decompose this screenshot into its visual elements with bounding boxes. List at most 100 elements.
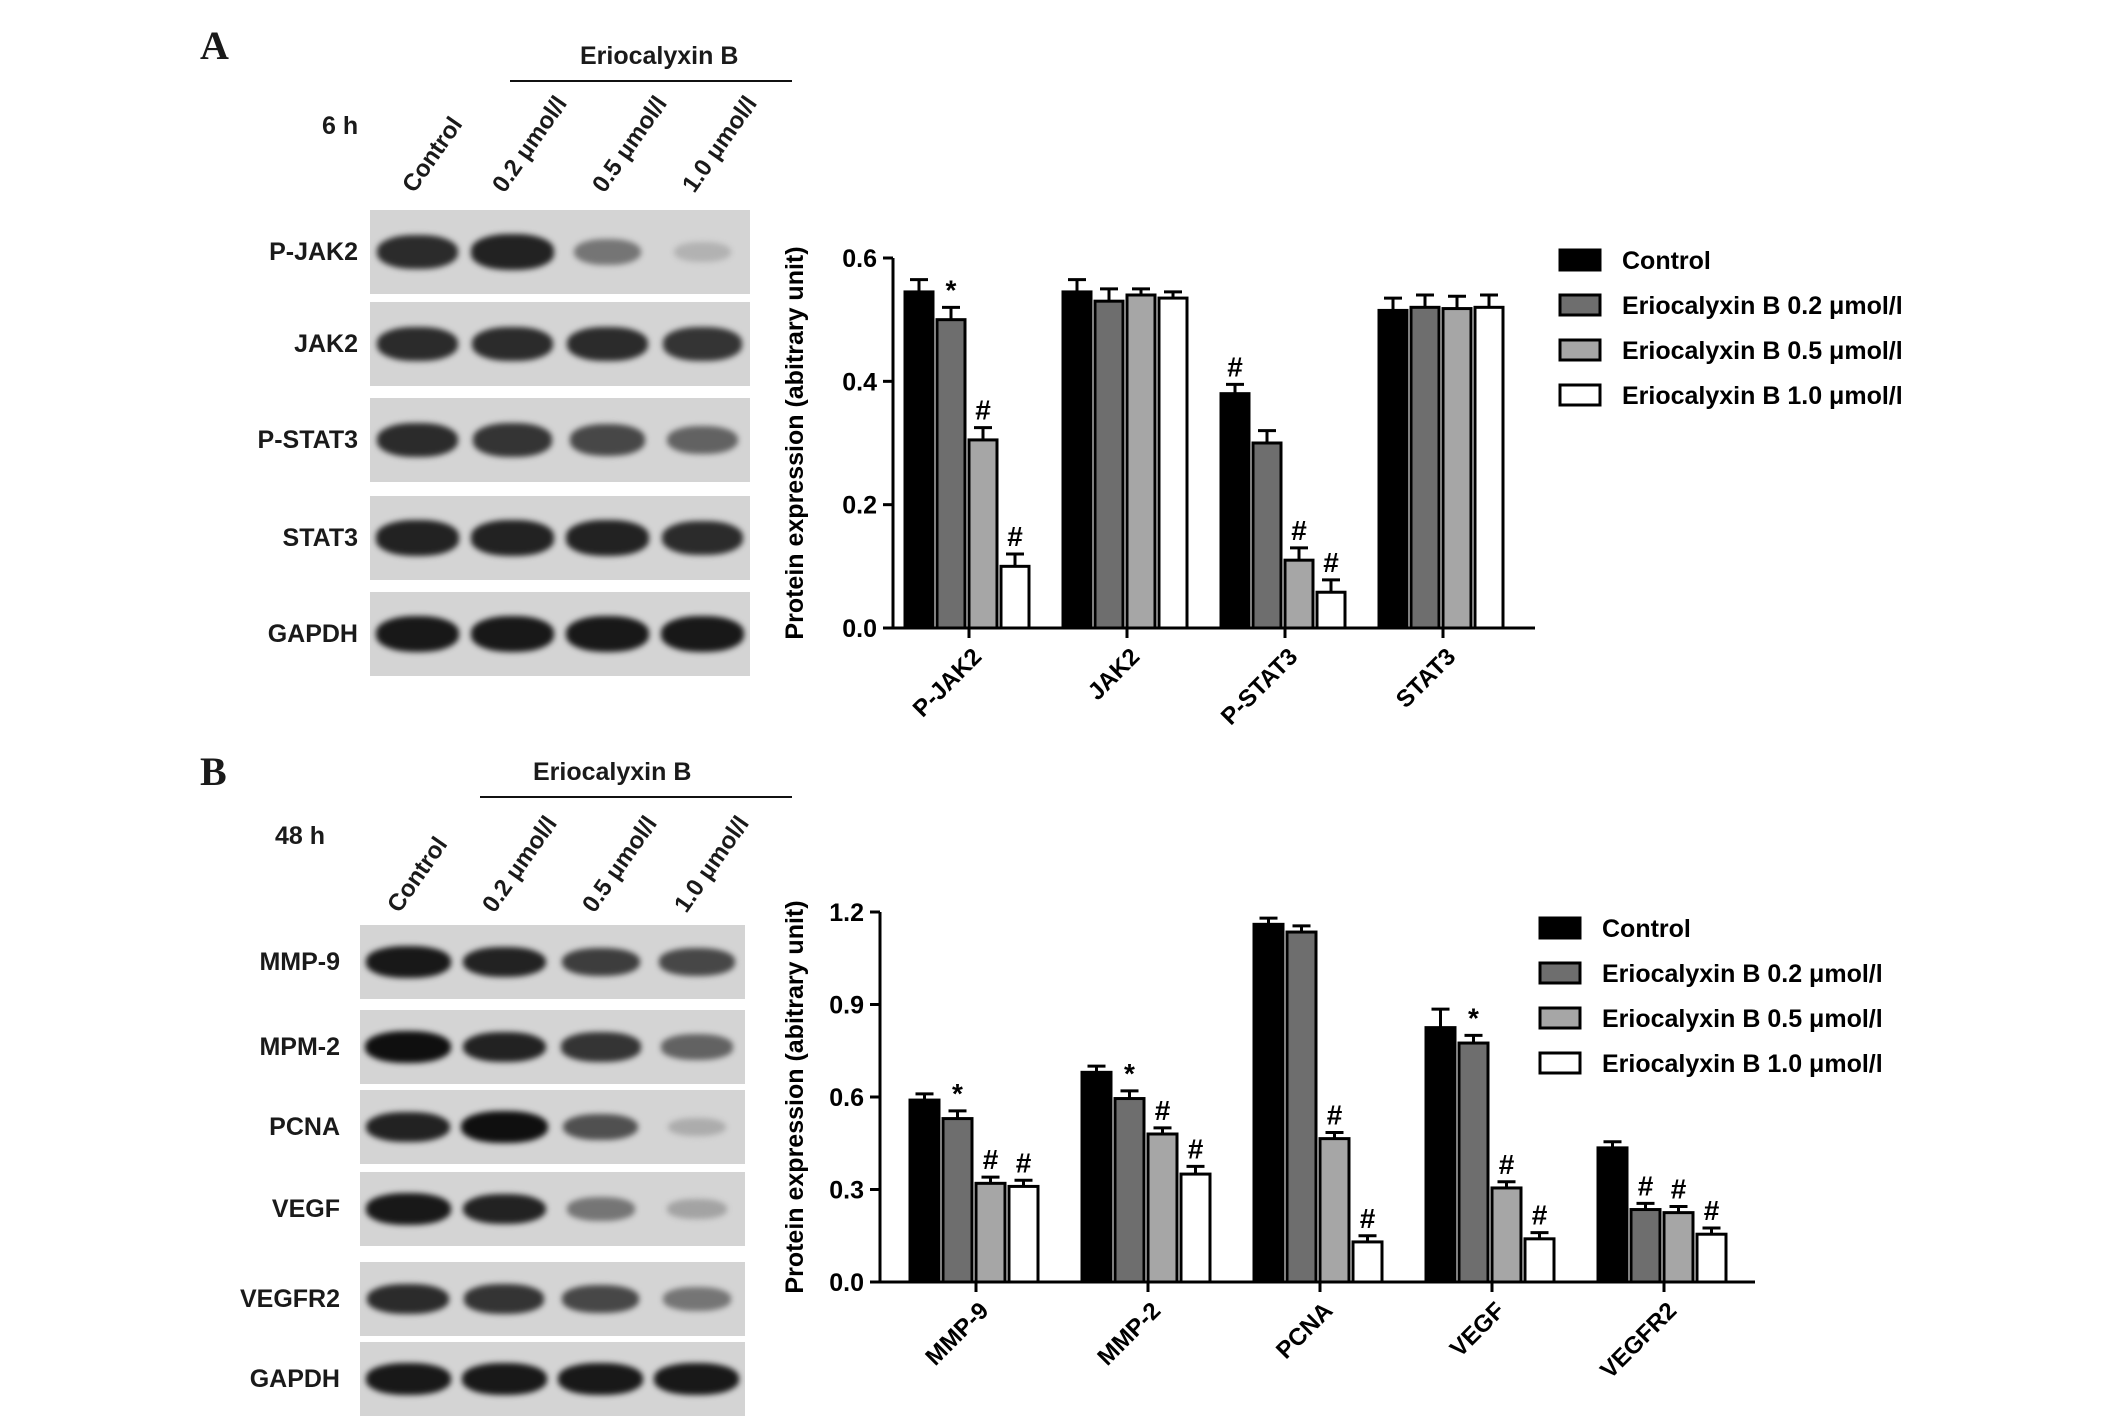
bar (1523, 1237, 1556, 1284)
treatment-line-b (480, 796, 792, 798)
x-tick-label: MMP-2 (1092, 1297, 1166, 1371)
bar (1662, 1211, 1695, 1284)
blot-band (365, 946, 451, 978)
y-tick-label: 0.0 (842, 615, 877, 643)
significance-mark: # (1323, 547, 1339, 578)
bar (941, 1117, 974, 1284)
legend-label: Eriocalyxin B 1.0 μmol/l (1602, 1050, 1883, 1078)
blot-band (473, 423, 552, 457)
y-tick-label: 0.6 (842, 245, 877, 273)
panel-letter-b: B (200, 749, 227, 794)
legend-swatch (1558, 383, 1602, 407)
blot-strip (370, 496, 750, 580)
blot-strip (360, 925, 745, 999)
x-tick-label: P-STAT3 (1216, 643, 1303, 730)
significance-mark: # (1638, 1170, 1654, 1201)
y-tick-label: 0.0 (829, 1269, 864, 1297)
blot-band (462, 1031, 546, 1063)
legend-swatch (1558, 248, 1602, 272)
bar (967, 438, 999, 630)
legend-label: Eriocalyxin B 0.5 μmol/l (1622, 337, 1903, 365)
blot-label: STAT3 (282, 524, 358, 552)
blot-label: MMP-9 (259, 948, 340, 976)
blot-band (658, 948, 736, 976)
bar (1457, 1041, 1490, 1284)
legend-swatch (1538, 1051, 1582, 1075)
blot-band (566, 520, 649, 556)
blot-label: MPM-2 (259, 1033, 340, 1061)
blot-band (462, 946, 546, 978)
significance-mark: * (946, 274, 957, 305)
legend-swatch (1558, 338, 1602, 362)
significance-mark: # (975, 395, 991, 426)
bar (1061, 290, 1093, 630)
blot-label: GAPDH (267, 620, 358, 648)
x-tick-label: P-JAK2 (908, 643, 987, 722)
significance-mark: # (1188, 1133, 1204, 1164)
y-tick-label: 0.6 (829, 1084, 864, 1112)
bar (1424, 1026, 1457, 1284)
bar (1409, 305, 1441, 630)
bar (908, 1098, 941, 1284)
bar (1377, 308, 1409, 630)
legend-swatch (1538, 1006, 1582, 1030)
x-tick-label: MMP-9 (920, 1297, 994, 1371)
bar (1252, 922, 1285, 1284)
significance-mark: # (1704, 1195, 1720, 1226)
blot-strip (370, 398, 750, 482)
y-tick-label: 0.9 (829, 992, 864, 1020)
bar (1093, 299, 1125, 630)
significance-mark: # (1016, 1147, 1032, 1178)
bar (1157, 296, 1189, 630)
bar (935, 318, 967, 630)
blot-strip (370, 592, 750, 676)
blot-band (662, 520, 743, 556)
significance-mark: # (1360, 1203, 1376, 1234)
blot-band (560, 1032, 641, 1062)
bar (974, 1181, 1007, 1284)
significance-mark: # (1227, 351, 1243, 382)
x-tick-label: PCNA (1271, 1297, 1338, 1364)
bar (1315, 590, 1347, 630)
blot-band (573, 238, 642, 266)
blot-band (667, 1117, 726, 1137)
blot-band (567, 326, 648, 362)
significance-mark: # (1532, 1200, 1548, 1231)
bar (1125, 293, 1157, 630)
bar (1219, 392, 1251, 630)
bar (1596, 1146, 1629, 1284)
bar (1179, 1172, 1212, 1284)
bar (1629, 1208, 1662, 1284)
bar (1285, 930, 1318, 1284)
significance-mark: # (1499, 1149, 1515, 1180)
blot-label: P-JAK2 (269, 238, 358, 266)
blot-band (366, 1111, 450, 1143)
legend-label: Control (1602, 915, 1691, 943)
blot-band (561, 947, 640, 977)
blot-label: P-STAT3 (257, 426, 358, 454)
blot-band (662, 1287, 731, 1311)
panel-letter-a: A (200, 23, 229, 68)
blot-strip (370, 210, 750, 294)
blot-band (376, 520, 459, 556)
blot-band (377, 234, 458, 270)
blot-strip (360, 1262, 745, 1336)
time-label-b: 48 h (275, 822, 326, 850)
blot-band (667, 425, 738, 455)
significance-mark: # (1671, 1173, 1687, 1204)
blot-band (654, 1363, 740, 1395)
time-label-a: 6 h (322, 112, 359, 140)
blot-band (566, 1197, 635, 1221)
blot-band (377, 326, 458, 362)
legend-swatch (1558, 293, 1602, 317)
treatment-label-a: Eriocalyxin B (580, 42, 739, 70)
legend-swatch (1538, 961, 1582, 985)
y-axis-title: Protein expression (abitrary unit) (781, 246, 809, 639)
blot-band (470, 615, 555, 652)
blot-band (565, 615, 650, 652)
blot-band (558, 1363, 644, 1395)
significance-mark: # (1155, 1095, 1171, 1126)
blot-band (365, 1193, 451, 1225)
blot-band (462, 1193, 546, 1225)
